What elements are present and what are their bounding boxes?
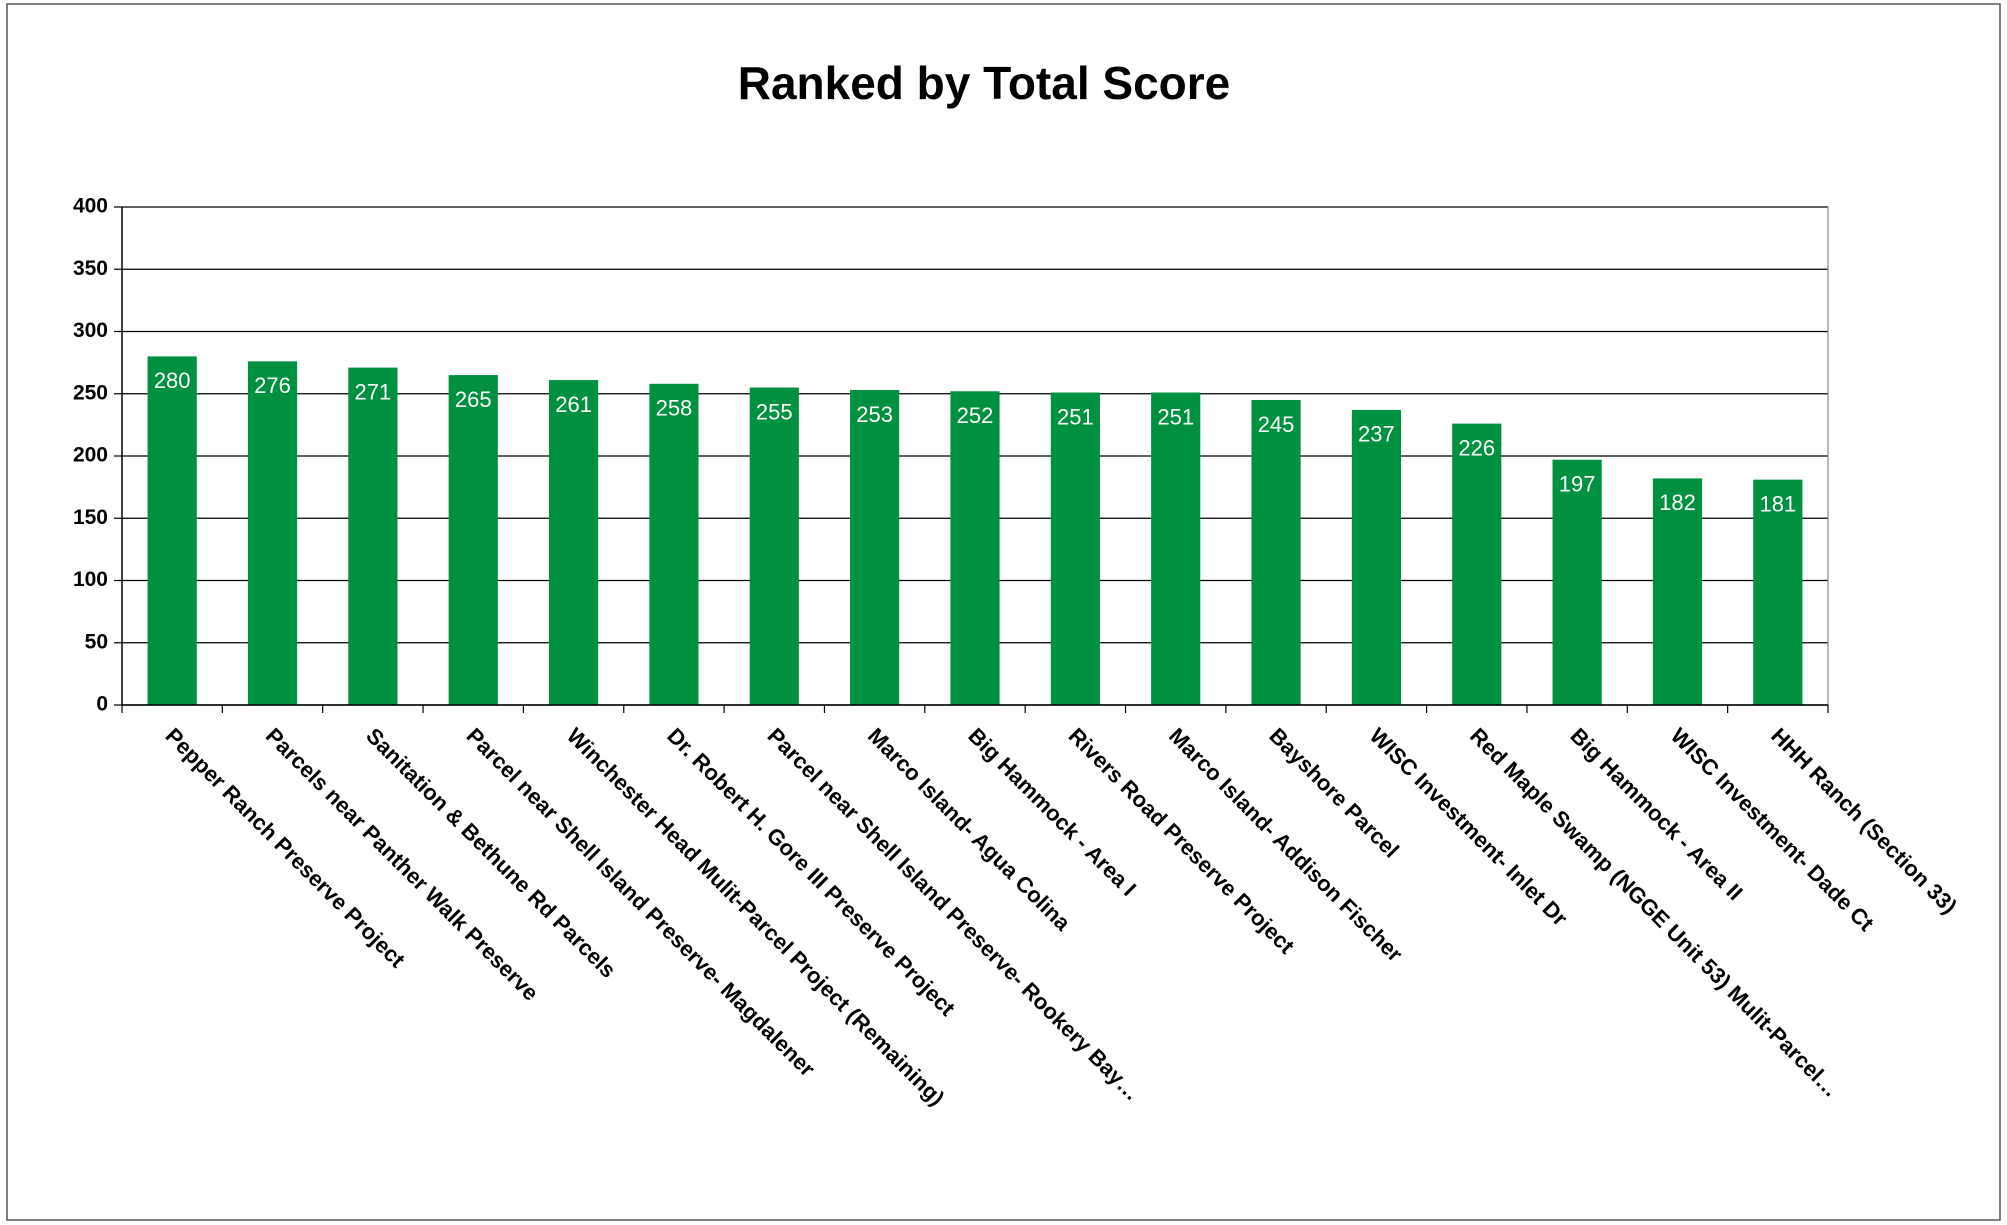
data-label: 245 [1258, 412, 1295, 437]
chart-title: Ranked by Total Score [738, 57, 1231, 109]
bar [1251, 399, 1301, 705]
bar [1652, 478, 1703, 705]
y-tick-label: 150 [73, 506, 108, 529]
bar [147, 356, 197, 705]
bar [448, 375, 498, 705]
data-label: 237 [1358, 422, 1395, 447]
y-tick-label: 0 [96, 693, 108, 716]
bar [649, 383, 699, 705]
bar [348, 367, 398, 705]
data-label: 255 [756, 399, 793, 424]
bar [1050, 392, 1100, 705]
bar [749, 387, 799, 705]
bar [1452, 423, 1502, 705]
y-tick-label: 350 [73, 257, 108, 280]
data-label: 252 [957, 403, 994, 428]
bar [1351, 409, 1401, 705]
y-tick-label: 250 [73, 381, 108, 404]
data-label: 261 [555, 392, 592, 417]
bar [850, 390, 900, 705]
data-label: 181 [1759, 491, 1796, 516]
data-label: 182 [1659, 490, 1696, 515]
bar [1753, 479, 1803, 705]
y-tick-label: 300 [73, 319, 108, 342]
data-label: 271 [355, 379, 392, 404]
y-tick-label: 50 [85, 630, 108, 653]
data-label: 251 [1057, 404, 1094, 429]
data-label: 265 [455, 387, 492, 412]
bar [247, 361, 298, 705]
data-label: 251 [1157, 404, 1194, 429]
data-label: 226 [1458, 435, 1495, 460]
bar [549, 380, 599, 705]
data-label: 253 [856, 402, 893, 427]
bar [950, 391, 1000, 705]
y-tick-label: 200 [73, 444, 108, 467]
data-label: 258 [656, 396, 693, 421]
y-tick-label: 400 [73, 195, 108, 218]
data-label: 276 [254, 373, 291, 398]
bar [1552, 459, 1602, 705]
data-label: 197 [1559, 472, 1596, 497]
data-label: 280 [154, 368, 191, 393]
y-tick-label: 100 [73, 568, 108, 591]
bar [1151, 392, 1201, 705]
